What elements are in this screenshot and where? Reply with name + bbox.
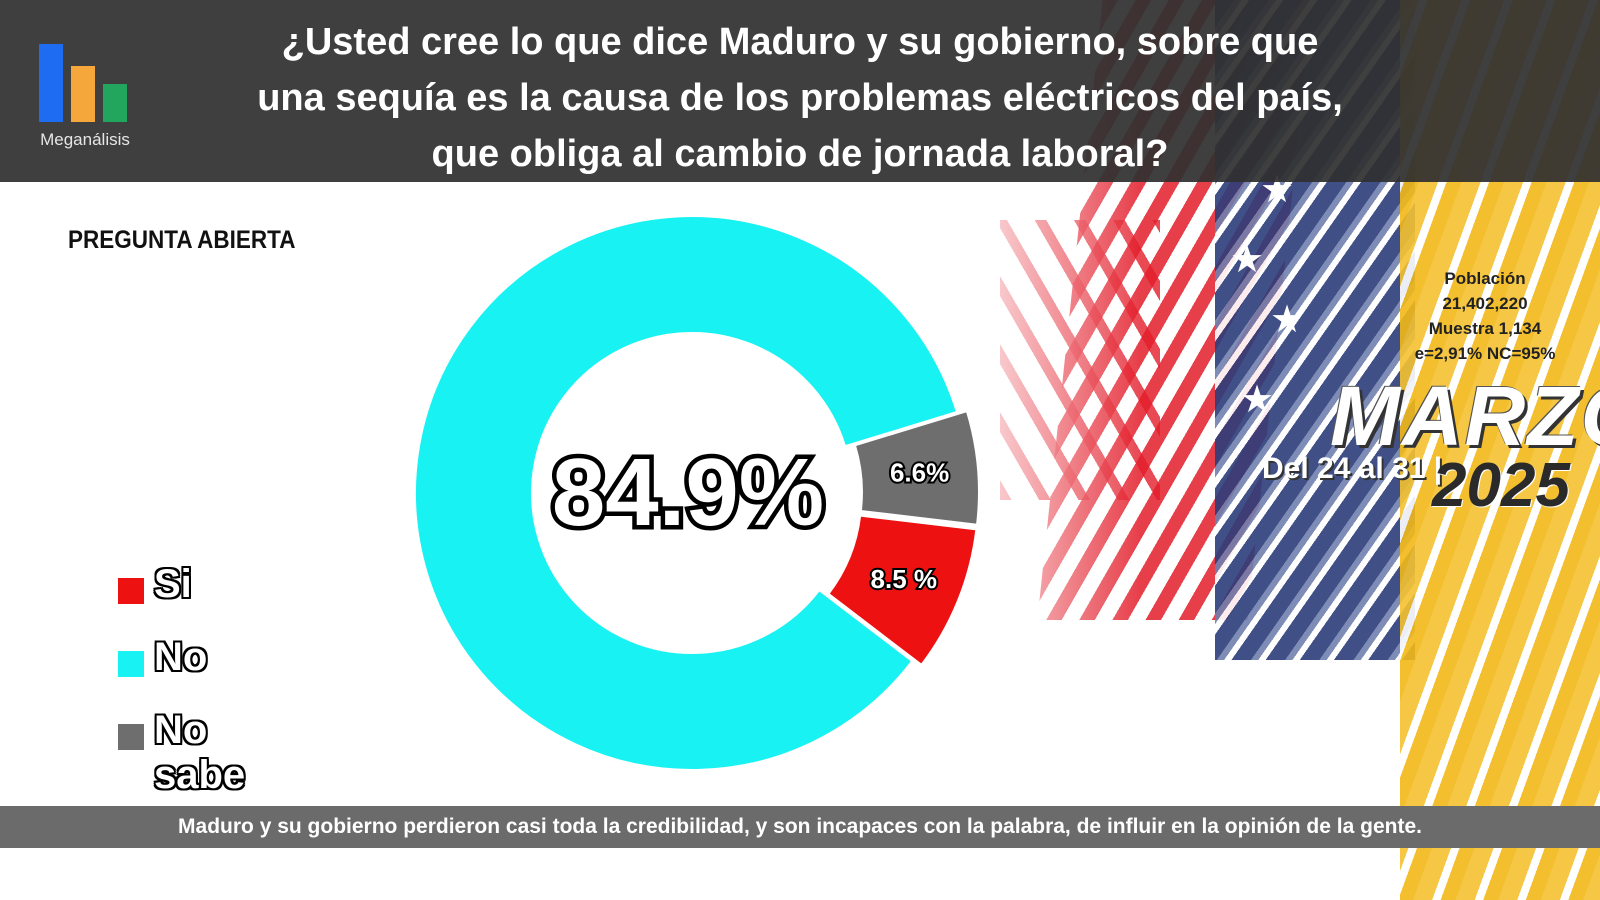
legend-label-no-sabe: No sabe xyxy=(154,708,246,797)
question-line-3: que obliga al cambio de jornada laboral? xyxy=(431,133,1169,175)
legend-label-no: No xyxy=(154,635,208,679)
data-label-no-sabe: 6.6% xyxy=(890,458,949,488)
survey-year: 2025 xyxy=(1432,451,1570,520)
error-margin: e=2,91% NC=95% xyxy=(1414,344,1556,363)
legend-swatch-si xyxy=(118,578,144,604)
star-icon: ★ xyxy=(1230,237,1265,281)
survey-month: MARZO xyxy=(1330,369,1600,463)
logo-bar-green xyxy=(103,84,127,122)
footer-text: Maduro y su gobierno perdieron casi toda… xyxy=(178,815,1422,838)
survey-question: ¿Usted cree lo que dice Maduro y su gobi… xyxy=(200,14,1400,182)
open-question-tag: PREGUNTA ABIERTA xyxy=(68,226,296,254)
survey-metadata: Población 21,402,220 Muestra 1,134 e=2,9… xyxy=(1390,266,1580,366)
population-label: Población xyxy=(1444,269,1526,288)
survey-dates: Del 24 al 31 | xyxy=(1262,452,1443,485)
legend-swatch-no xyxy=(118,651,144,677)
question-line-1: ¿Usted cree lo que dice Maduro y su gobi… xyxy=(281,21,1319,63)
slice-si xyxy=(827,514,978,667)
slice-no-sabe xyxy=(853,409,980,526)
logo-name: Meganálisis xyxy=(40,130,130,149)
header-banner: Meganálisis ¿Usted cree lo que dice Madu… xyxy=(0,0,1600,182)
star-icon: ★ xyxy=(1270,297,1305,341)
meganalisis-logo: Meganálisis xyxy=(30,40,140,150)
legend-swatch-no-sabe xyxy=(118,724,144,750)
population-value: 21,402,220 xyxy=(1442,294,1528,313)
star-icon: ★ xyxy=(1240,377,1275,421)
footer-bar: Maduro y su gobierno perdieron casi toda… xyxy=(0,806,1600,848)
logo-bar-blue xyxy=(39,44,63,122)
center-label: 84.9% xyxy=(552,439,824,546)
question-line-2: una sequía es la causa de los problemas … xyxy=(257,77,1343,119)
legend-label-si: Si xyxy=(154,562,192,606)
slice-no xyxy=(414,215,959,771)
logo-bar-orange xyxy=(71,66,95,122)
data-label-si: 8.5 % xyxy=(871,564,938,594)
sample-size: Muestra 1,134 xyxy=(1428,319,1542,338)
